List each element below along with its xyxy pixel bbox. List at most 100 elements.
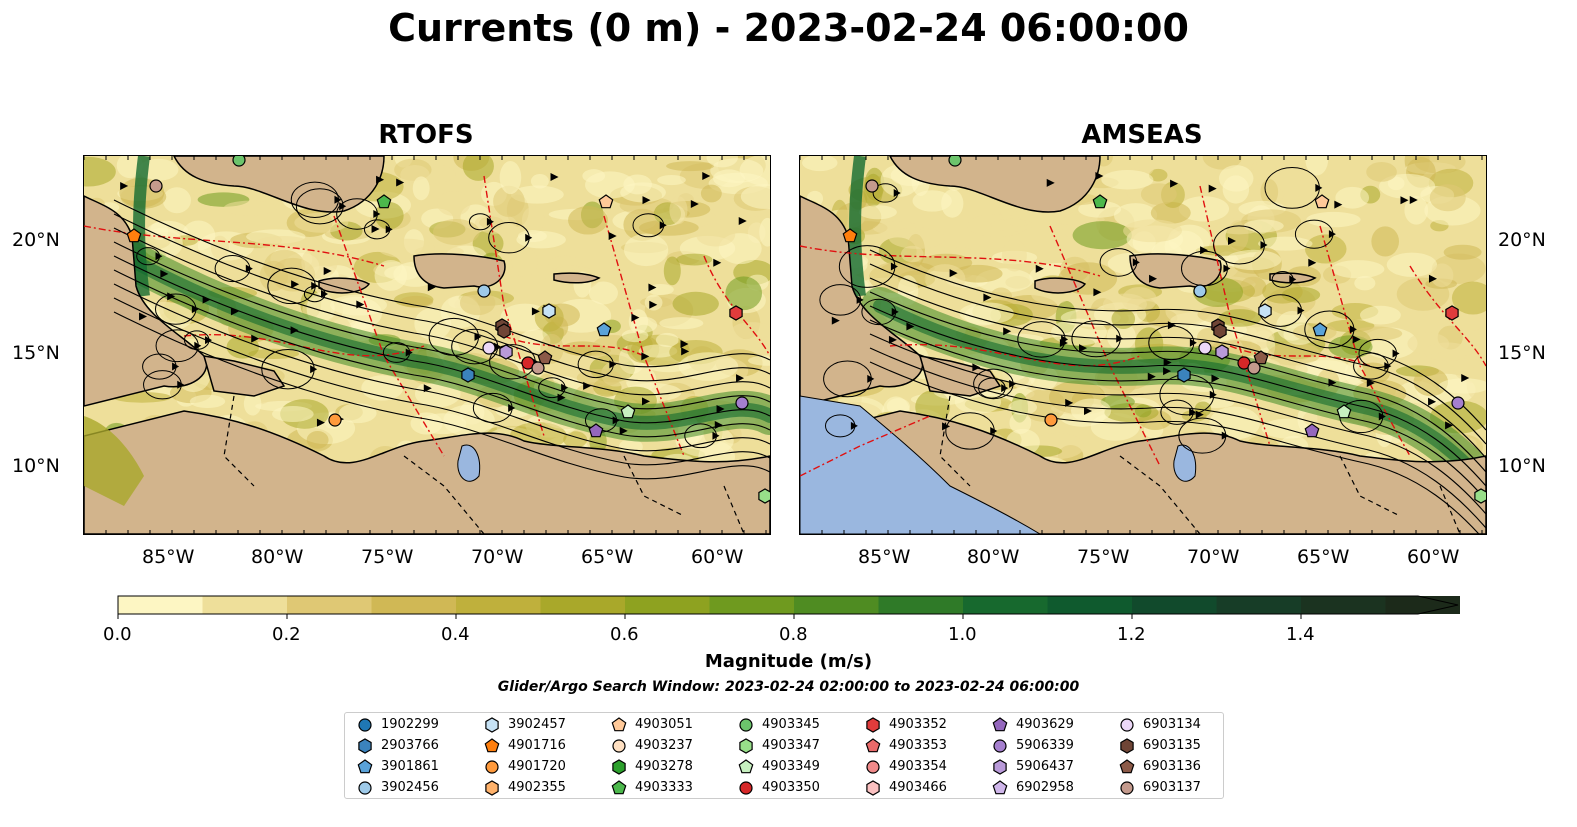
lon-label-rtofs: 70°W <box>471 546 524 568</box>
float-marker <box>126 228 142 243</box>
pentagon-marker-icon <box>865 737 881 752</box>
legend-item: 6903134 <box>1119 715 1201 734</box>
landmass <box>84 195 208 407</box>
legend-item: 4901716 <box>484 736 566 755</box>
float-marker <box>596 322 612 337</box>
float-marker <box>477 284 491 298</box>
float-marker <box>149 179 163 193</box>
map-panel-rtofs <box>83 155 771 535</box>
legend-item: 4902355 <box>484 778 566 797</box>
legend-item: 6903137 <box>1119 778 1201 797</box>
legend-label: 4903349 <box>762 759 820 774</box>
lake <box>1173 444 1197 482</box>
lat-label-right: 15°N <box>1498 342 1546 364</box>
colorbar-tick: 0.2 <box>272 624 301 645</box>
legend-label: 4903237 <box>635 738 693 753</box>
landmass <box>553 272 601 284</box>
float-marker <box>1044 413 1058 427</box>
hexagon-marker-icon <box>612 758 626 775</box>
float-marker <box>328 413 342 427</box>
circle-marker-icon <box>485 759 499 774</box>
lon-label-rtofs: 80°W <box>251 546 304 568</box>
landmass <box>1034 277 1087 294</box>
legend-item: 6903136 <box>1119 757 1201 776</box>
float-marker <box>1253 350 1269 365</box>
colorbar <box>117 595 1460 619</box>
circle-marker-icon <box>1120 717 1134 732</box>
circle-marker-icon <box>358 780 372 795</box>
legend-item: 2903766 <box>357 736 439 755</box>
legend-label: 3902457 <box>508 717 566 732</box>
pentagon-marker-icon <box>611 779 627 794</box>
legend-label: 6903136 <box>1143 759 1201 774</box>
colorbar-segment <box>709 596 795 614</box>
hexagon-marker-icon <box>358 737 372 754</box>
circle-marker-icon <box>739 780 753 795</box>
float-marker <box>948 156 962 167</box>
hexagon-marker-icon <box>739 737 753 754</box>
current-field-rtofs <box>84 156 770 534</box>
legend-label: 4901720 <box>508 759 566 774</box>
colorbar-tick: 1.0 <box>948 624 977 645</box>
legend-label: 3901861 <box>381 759 439 774</box>
float-marker <box>1474 488 1486 504</box>
legend-item: 4903353 <box>865 736 947 755</box>
circle-marker-icon <box>358 717 372 732</box>
lon-label-rtofs: 60°W <box>691 546 744 568</box>
colorbar-segment <box>1047 596 1133 614</box>
legend-item: 4903347 <box>738 736 820 755</box>
float-marker <box>1451 396 1465 410</box>
hexagon-marker-icon <box>485 716 499 733</box>
legend-label: 4901716 <box>508 738 566 753</box>
float-marker <box>499 344 513 360</box>
landmass <box>202 355 286 397</box>
float-marker <box>842 228 858 243</box>
panel-title-amseas: AMSEAS <box>1081 120 1203 150</box>
colorbar-segment <box>794 596 879 614</box>
legend-label: 6903137 <box>1143 780 1201 795</box>
circle-marker-icon <box>993 738 1007 753</box>
hexagon-marker-icon <box>866 716 880 733</box>
colorbar-segment <box>371 596 457 614</box>
landmass <box>1129 253 1222 289</box>
current-field-amseas <box>800 156 1486 534</box>
pentagon-marker-icon <box>1119 758 1135 773</box>
legend-item: 3902457 <box>484 715 566 734</box>
float-marker <box>1092 194 1108 209</box>
legend-item: 4903466 <box>865 778 947 797</box>
float-marker <box>1193 284 1207 298</box>
float-marker <box>542 303 556 319</box>
colorbar-segment <box>540 596 626 614</box>
legend-item: 3901861 <box>357 757 439 776</box>
legend-label: 2903766 <box>381 738 439 753</box>
colorbar-tick: 0.4 <box>441 624 470 645</box>
legend-label: 4903278 <box>635 759 693 774</box>
lat-label-right: 20°N <box>1498 229 1546 251</box>
pentagon-marker-icon <box>992 779 1008 794</box>
float-marker <box>758 488 770 504</box>
colorbar-segment <box>1132 596 1217 614</box>
colorbar-segment <box>118 596 203 614</box>
lat-label-left: 20°N <box>12 229 60 251</box>
float-legend: 1902299 2903766 3901861 3902456 3902457 49017… <box>344 712 1224 799</box>
float-marker <box>1215 344 1229 360</box>
landmass <box>173 156 385 213</box>
colorbar-segment <box>202 596 288 614</box>
colorbar-label: Magnitude (m/s) <box>704 651 873 672</box>
legend-item: 4903051 <box>611 715 693 734</box>
pacific-ocean <box>800 395 1041 534</box>
float-marker <box>232 156 246 167</box>
float-marker <box>1312 322 1328 337</box>
legend-label: 4903051 <box>635 717 693 732</box>
float-marker <box>482 341 496 355</box>
float-marker <box>1198 341 1212 355</box>
legend-item: 6903135 <box>1119 736 1201 755</box>
panel-title-rtofs: RTOFS <box>378 120 474 150</box>
pentagon-marker-icon <box>611 716 627 731</box>
float-marker <box>1304 423 1320 438</box>
search-window-caption: Glider/Argo Search Window: 2023-02-24 02… <box>497 679 1080 695</box>
legend-item: 4903345 <box>738 715 820 734</box>
legend-label: 6903135 <box>1143 738 1201 753</box>
legend-item: 4903354 <box>865 757 947 776</box>
landmass <box>800 195 924 407</box>
